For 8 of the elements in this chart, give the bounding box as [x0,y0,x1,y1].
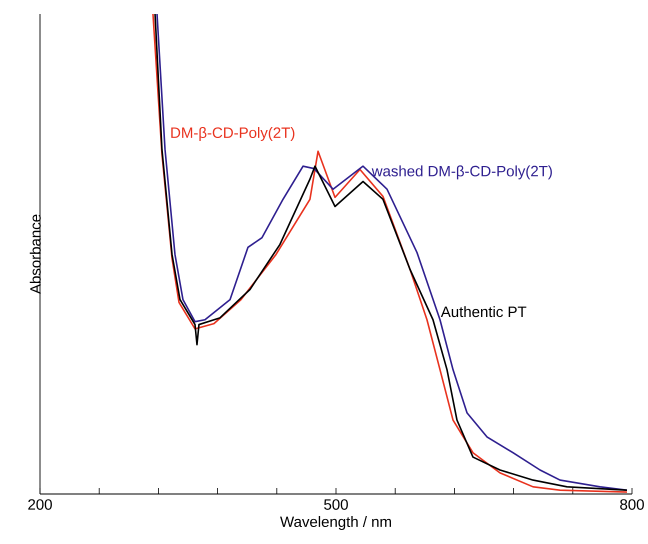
x-tick-label: 500 [324,499,348,510]
x-axis-title: Wavelength / nm [280,516,391,530]
y-axis-title: Absorbance [30,214,41,294]
series-label: Authentic PT [440,306,526,318]
x-tick-label: 800 [620,499,644,510]
x-tick-label: 200 [28,499,52,510]
series-label: washed DM-β-CD-Poly(2T) [372,165,552,180]
series-label: DM-β-CD-Poly(2T) [171,127,294,141]
